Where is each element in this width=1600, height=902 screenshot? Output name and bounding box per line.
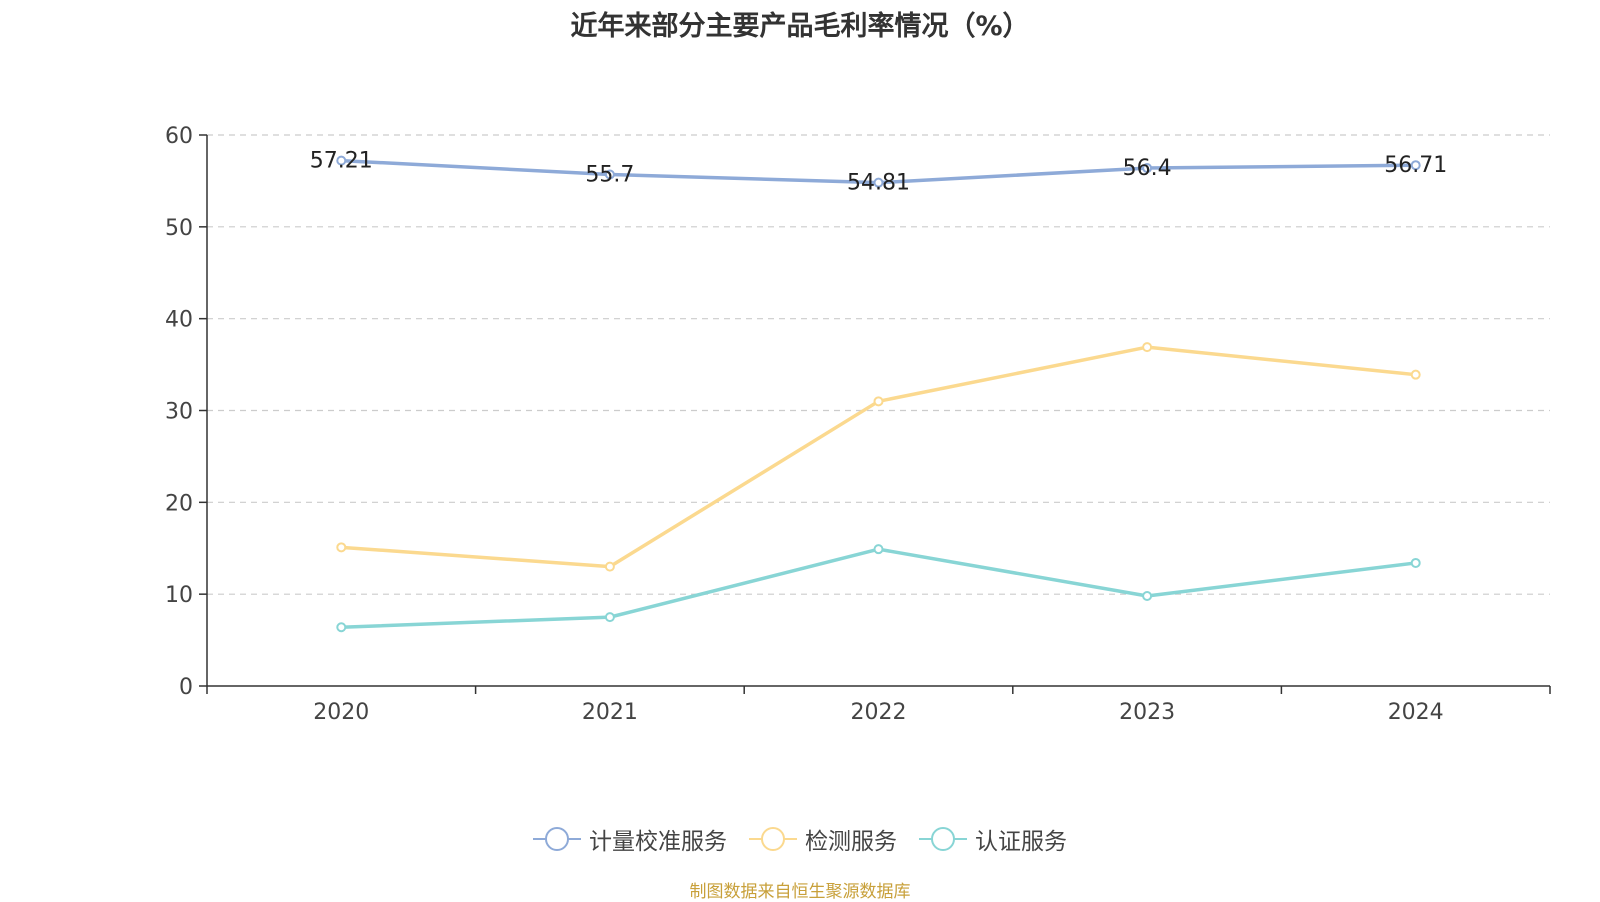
legend-item-series-2[interactable]: 认证服务 xyxy=(919,822,1067,856)
series-line-1 xyxy=(341,345,1416,569)
data-point xyxy=(873,177,884,188)
legend-swatch-icon xyxy=(749,826,797,852)
data-point xyxy=(1410,369,1421,380)
data-label: 56.71 xyxy=(1384,153,1447,178)
data-label: 55.7 xyxy=(585,162,634,187)
data-point xyxy=(1142,163,1153,174)
data-point xyxy=(873,544,884,555)
data-labels: 57.21 55.7 54.81 56.4 56.71 xyxy=(310,149,1447,196)
grid-lines xyxy=(207,134,1550,595)
source-note: 制图数据来自恒生聚源数据库 xyxy=(689,882,911,902)
x-tick-label: 2021 xyxy=(582,700,638,725)
y-tick-label: 50 xyxy=(165,216,193,241)
y-tick-label: 0 xyxy=(179,675,193,700)
y-tick-label: 30 xyxy=(165,400,193,425)
data-point xyxy=(1410,557,1421,568)
data-point xyxy=(1410,160,1421,171)
x-tick-label: 2024 xyxy=(1388,700,1444,725)
y-tick-label: 60 xyxy=(165,124,193,149)
data-label: 54.81 xyxy=(847,171,910,196)
x-tick-label: 2020 xyxy=(313,700,369,725)
data-point xyxy=(873,396,884,407)
legend: 计量校准服务 检测服务 认证服务 xyxy=(0,822,1600,856)
y-tick-label: 10 xyxy=(165,583,193,608)
y-tick-label: 40 xyxy=(165,308,193,333)
data-point xyxy=(336,622,347,633)
data-label: 57.21 xyxy=(310,149,373,174)
series-lines xyxy=(336,155,1421,633)
series-line-2 xyxy=(341,547,1416,629)
data-point xyxy=(336,542,347,553)
data-label: 56.4 xyxy=(1123,156,1172,181)
legend-label: 认证服务 xyxy=(975,829,1067,855)
data-point xyxy=(604,612,615,623)
data-point xyxy=(604,169,615,180)
y-tick-label: 20 xyxy=(165,491,193,516)
data-point xyxy=(604,561,615,572)
axes: 0 10 20 30 40 50 60 2020 2021 2022 2023 2024 xyxy=(165,124,1551,725)
legend-label: 计量校准服务 xyxy=(589,829,727,855)
legend-item-series-0[interactable]: 计量校准服务 xyxy=(533,822,727,856)
data-point xyxy=(336,155,347,166)
chart-title: 近年来部分主要产品毛利率情况（%） xyxy=(570,11,1030,42)
legend-label: 检测服务 xyxy=(805,829,897,855)
legend-swatch-icon xyxy=(919,826,967,852)
legend-item-series-1[interactable]: 检测服务 xyxy=(749,822,897,856)
data-point xyxy=(1142,342,1153,353)
x-tick-label: 2023 xyxy=(1119,700,1175,725)
data-point xyxy=(1142,591,1153,602)
x-tick-label: 2022 xyxy=(851,700,907,725)
legend-swatch-icon xyxy=(533,826,581,852)
